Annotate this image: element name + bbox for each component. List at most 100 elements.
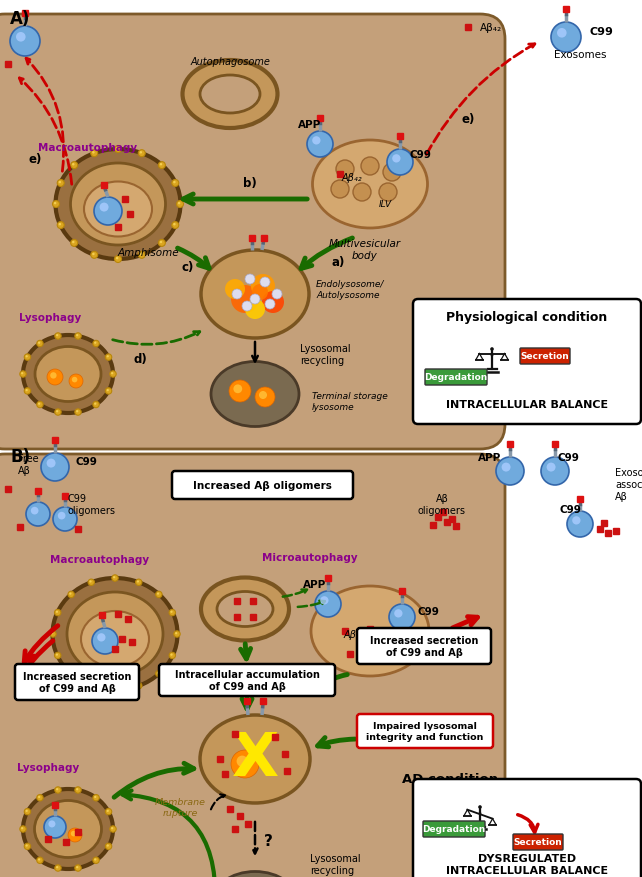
Circle shape [138,151,145,158]
FancyBboxPatch shape [413,779,641,877]
Circle shape [111,373,114,374]
Circle shape [111,827,114,830]
Circle shape [353,184,371,202]
Text: Impaired lysosomal
integrity and function: Impaired lysosomal integrity and functio… [367,722,483,741]
Ellipse shape [200,76,260,114]
Text: C99
oligomers: C99 oligomers [68,494,116,515]
Circle shape [72,164,74,167]
Circle shape [37,857,43,864]
Circle shape [72,377,78,383]
Circle shape [116,147,118,150]
Text: Free
Aβ: Free Aβ [18,453,39,475]
Circle shape [255,388,275,408]
Circle shape [76,866,78,868]
Circle shape [93,402,100,408]
FancyBboxPatch shape [425,369,487,386]
Text: AD condition: AD condition [402,773,498,786]
Circle shape [75,333,82,339]
Circle shape [107,809,109,812]
Circle shape [71,240,78,247]
Circle shape [26,389,28,392]
Text: INTRACELLULAR BALANCE: INTRACELLULAR BALANCE [446,400,608,410]
Circle shape [92,628,118,654]
Circle shape [97,633,105,642]
Text: Terminal storage
lysosome: Terminal storage lysosome [312,392,388,411]
Text: C99: C99 [409,150,431,160]
Circle shape [38,342,40,345]
Circle shape [242,302,252,311]
Circle shape [69,593,71,595]
Text: X: X [231,730,279,788]
Circle shape [71,831,76,837]
Text: DYSREGULATED
INTRACELLULAR BALANCE: DYSREGULATED INTRACELLULAR BALANCE [446,853,608,874]
Circle shape [24,389,31,395]
Circle shape [38,796,40,798]
Circle shape [55,610,61,616]
Circle shape [37,795,43,801]
Circle shape [20,371,26,378]
Circle shape [490,354,493,357]
Text: Amphisome: Amphisome [117,247,179,258]
Circle shape [331,181,349,199]
Circle shape [107,356,109,358]
Circle shape [389,604,415,631]
Text: Physiological condition: Physiological condition [446,311,607,324]
Circle shape [56,335,58,337]
Text: Autophagosome: Autophagosome [190,57,270,67]
Circle shape [58,182,61,184]
Circle shape [47,459,56,468]
Circle shape [229,381,251,403]
Ellipse shape [201,251,309,339]
Circle shape [53,508,77,531]
Ellipse shape [23,789,113,869]
Text: Increased Aβ oligomers: Increased Aβ oligomers [193,481,331,490]
Ellipse shape [35,347,101,402]
Circle shape [76,335,78,337]
Circle shape [172,222,178,229]
Circle shape [88,580,94,586]
Text: e): e) [462,113,474,126]
Circle shape [478,805,482,809]
Text: Endolysosome/
Autolysosome: Endolysosome/ Autolysosome [316,280,385,299]
Circle shape [139,253,142,256]
Circle shape [75,787,82,794]
Circle shape [24,843,31,850]
Circle shape [10,27,40,57]
Circle shape [394,610,403,617]
Circle shape [57,181,64,187]
Circle shape [38,859,40,860]
Circle shape [107,389,109,392]
Circle shape [177,201,184,208]
Circle shape [21,373,23,374]
Circle shape [54,203,56,205]
Circle shape [259,391,267,400]
Text: C99: C99 [557,453,579,462]
Text: Membrane
rupture: Membrane rupture [155,797,205,816]
Circle shape [105,809,112,815]
Circle shape [139,152,142,154]
Text: C99: C99 [559,504,581,515]
Circle shape [47,369,63,386]
Circle shape [56,410,58,413]
Circle shape [175,632,177,635]
Circle shape [250,295,260,304]
Ellipse shape [53,578,177,690]
Circle shape [93,795,100,801]
Circle shape [265,300,275,310]
Circle shape [135,683,142,689]
Circle shape [55,410,61,416]
Ellipse shape [211,872,299,877]
Text: Increased secretion
of C99 and Aβ: Increased secretion of C99 and Aβ [23,672,131,693]
Circle shape [41,453,69,481]
Ellipse shape [182,61,277,129]
Circle shape [93,341,100,347]
FancyBboxPatch shape [172,472,353,499]
Circle shape [75,410,82,416]
Ellipse shape [55,150,180,260]
Circle shape [170,611,173,613]
Text: Multivesicular
body: Multivesicular body [329,239,401,260]
Circle shape [392,155,401,163]
Circle shape [383,164,401,182]
Ellipse shape [201,578,289,641]
Circle shape [26,845,28,846]
